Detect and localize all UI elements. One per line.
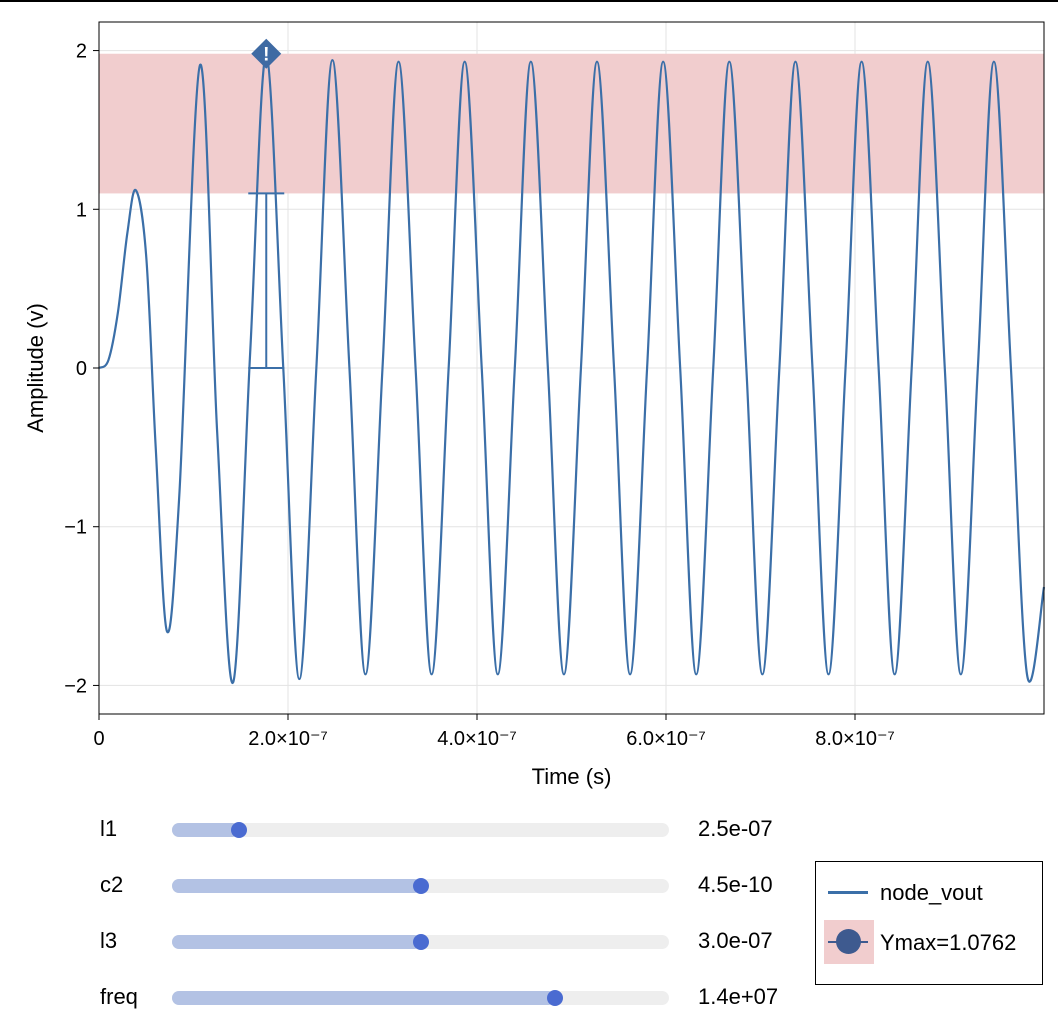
x-tick-label: 6.0×10⁻⁷ bbox=[626, 728, 706, 750]
slider-row-l3: l3 3.0e-07 bbox=[0, 922, 800, 962]
y-axis-ticks: 2 1 0 −1 −2 bbox=[64, 41, 99, 697]
series-layer bbox=[98, 54, 1046, 684]
slider-value: 3.0e-07 bbox=[698, 928, 773, 953]
y-axis-label: Amplitude (v) bbox=[23, 303, 48, 433]
slider-handle-c2[interactable] bbox=[412, 878, 429, 894]
slider-value: 1.4e+07 bbox=[698, 984, 779, 1009]
y-tick-label: 0 bbox=[76, 358, 87, 380]
slider-value: 4.5e-10 bbox=[698, 872, 773, 897]
legend-label: Ymax=1.0762 bbox=[880, 930, 1017, 955]
y-tick-label: −1 bbox=[64, 517, 87, 539]
legend-label: node_vout bbox=[880, 880, 983, 905]
chart-area: ! 0 2.0×10⁻⁷ 4.0×10⁻⁷ 6.0×10⁻⁷ 8.0×10⁻⁷ 2 1 0 −… bbox=[23, 21, 1046, 789]
slider-track-c2[interactable] bbox=[172, 878, 669, 894]
slider-fill bbox=[172, 991, 555, 1005]
x-tick-label: 2.0×10⁻⁷ bbox=[248, 728, 328, 750]
y-tick-label: 1 bbox=[76, 199, 87, 221]
y-tick-label: 2 bbox=[76, 41, 87, 63]
slider-track-l3[interactable] bbox=[172, 934, 669, 950]
slider-value: 2.5e-07 bbox=[698, 816, 773, 841]
slider-fill bbox=[172, 935, 421, 949]
x-tick-label: 4.0×10⁻⁷ bbox=[437, 728, 517, 750]
x-axis-label: Time (s) bbox=[532, 764, 612, 789]
slider-row-c2: c2 4.5e-10 bbox=[0, 866, 800, 906]
legend-band-swatch bbox=[824, 920, 874, 964]
measurement-layer: ! bbox=[248, 38, 285, 369]
top-border bbox=[0, 0, 1058, 2]
slider-fill bbox=[172, 879, 421, 893]
slider-label: l1 bbox=[100, 816, 118, 841]
legend-entry-ymax: Ymax=1.0762 bbox=[824, 920, 1036, 964]
legend-line-swatch bbox=[828, 891, 868, 894]
slider-handle-freq[interactable] bbox=[546, 990, 563, 1006]
slider-fill bbox=[172, 823, 240, 837]
slider-track-l1[interactable] bbox=[172, 822, 669, 838]
series-line-node-vout bbox=[98, 54, 1046, 684]
slider-track-freq[interactable] bbox=[172, 990, 669, 1006]
slider-handle-l1[interactable] bbox=[231, 822, 248, 838]
x-axis-ticks: 0 2.0×10⁻⁷ 4.0×10⁻⁷ 6.0×10⁻⁷ 8.0×10⁻⁷ bbox=[93, 714, 895, 750]
slider-row-freq: freq 1.4e+07 bbox=[0, 978, 800, 1018]
legend-entry-node-vout: node_vout bbox=[824, 870, 1036, 914]
y-tick-label: −2 bbox=[64, 675, 87, 697]
slider-handle-l3[interactable] bbox=[412, 934, 429, 950]
slider-label: l3 bbox=[100, 928, 118, 953]
x-tick-label: 0 bbox=[93, 728, 104, 750]
legend-marker-dot bbox=[836, 929, 861, 954]
ymax-marker-symbol: ! bbox=[263, 45, 269, 66]
slider-row-l1: l1 2.5e-07 bbox=[0, 810, 800, 850]
ymax-threshold-band bbox=[99, 53, 1044, 194]
x-tick-label: 8.0×10⁻⁷ bbox=[815, 728, 895, 750]
legend: node_vout Ymax=1.0762 bbox=[815, 861, 1043, 985]
slider-label: c2 bbox=[100, 872, 124, 897]
slider-label: freq bbox=[100, 984, 138, 1009]
ymax-marker-icon bbox=[251, 38, 282, 69]
